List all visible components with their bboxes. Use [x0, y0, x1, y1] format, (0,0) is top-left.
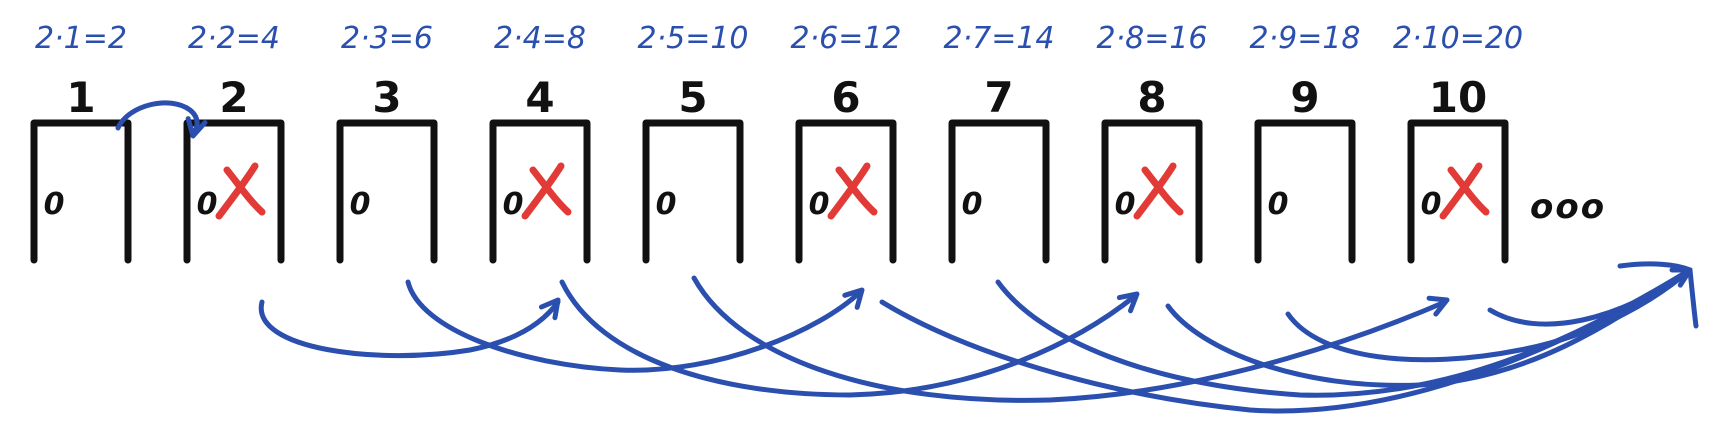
arrow-1-to-2	[115, 100, 208, 139]
door-frame	[336, 119, 438, 264]
door-6: 2·6=12 6 0	[790, 21, 902, 264]
door-8: 2·8=16 8 0	[1096, 21, 1208, 264]
door-frame	[1407, 119, 1509, 264]
door-frame	[795, 119, 897, 264]
door-number: 6	[831, 73, 860, 122]
door-equation: 2·10=20	[1393, 21, 1523, 56]
door-7: 2·7=14 7 0	[943, 21, 1055, 264]
arrowhead-far-right	[1617, 261, 1699, 329]
door-9: 2·9=18 9 0	[1249, 21, 1361, 264]
red-cross-icon	[827, 162, 878, 220]
arrow-5-to-10	[691, 275, 1450, 403]
arrow-10-to-next	[1487, 267, 1693, 327]
door-state: 0	[503, 187, 524, 222]
door-frame	[948, 119, 1050, 264]
door-state: 0	[350, 187, 371, 222]
door-equation: 2·5=10	[637, 21, 748, 56]
arrow-3-to-6	[405, 279, 865, 373]
red-cross-icon	[215, 162, 266, 220]
door-state: 0	[962, 187, 983, 222]
door-state: 0	[44, 187, 65, 222]
door-frame	[1101, 119, 1203, 264]
door-equation: 2·2=4	[188, 21, 280, 56]
red-cross-icon	[1133, 162, 1184, 220]
door-equation: 2·1=2	[35, 21, 127, 56]
door-number: 4	[525, 73, 554, 122]
door-equation: 2·9=18	[1249, 21, 1360, 56]
door-frame	[489, 119, 591, 264]
doors-layer: 2·1=2102·2=4202·3=6302·4=8402·5=10502·6=…	[30, 21, 1523, 264]
door-state: 0	[1268, 187, 1289, 222]
door-4: 2·4=8 4 0	[489, 21, 591, 264]
door-frame	[1254, 119, 1356, 264]
door-number: 2	[219, 73, 248, 122]
door-2: 2·2=4 2 0	[183, 21, 285, 264]
door-state: 0	[656, 187, 677, 222]
arrow-2-to-4	[258, 297, 561, 359]
door-1: 2·1=2 1 0	[30, 21, 132, 264]
door-frame	[642, 119, 744, 264]
door-state: 0	[1421, 187, 1442, 222]
red-cross-icon	[521, 162, 572, 220]
door-equation: 2·8=16	[1096, 21, 1207, 56]
door-state: 0	[809, 187, 830, 222]
door-number: 8	[1137, 73, 1166, 122]
door-number: 1	[66, 73, 95, 122]
door-equation: 2·7=14	[943, 21, 1054, 56]
door-frame	[30, 119, 132, 264]
ellipsis-marker: ooo	[1530, 187, 1606, 227]
door-number: 10	[1429, 73, 1487, 122]
red-cross-icon	[1439, 162, 1490, 220]
arrows-layer	[115, 100, 1699, 414]
door-state: 0	[197, 187, 218, 222]
arrow-7-to-next	[995, 267, 1693, 398]
door-equation: 2·6=12	[790, 21, 901, 56]
door-equation: 2·4=8	[494, 21, 586, 56]
door-number: 9	[1290, 73, 1319, 122]
arrow-9-to-next	[1285, 267, 1693, 363]
door-number: 7	[984, 73, 1013, 122]
door-state: 0	[1115, 187, 1136, 222]
door-number: 3	[372, 73, 401, 122]
door-10: 2·10=20 10 0	[1393, 21, 1523, 264]
door-number: 5	[678, 73, 707, 122]
door-frame	[183, 119, 285, 264]
door-equation: 2·3=6	[341, 21, 433, 56]
door-5: 2·5=10 5 0	[637, 21, 749, 264]
door-3: 2·3=6 3 0	[336, 21, 438, 264]
